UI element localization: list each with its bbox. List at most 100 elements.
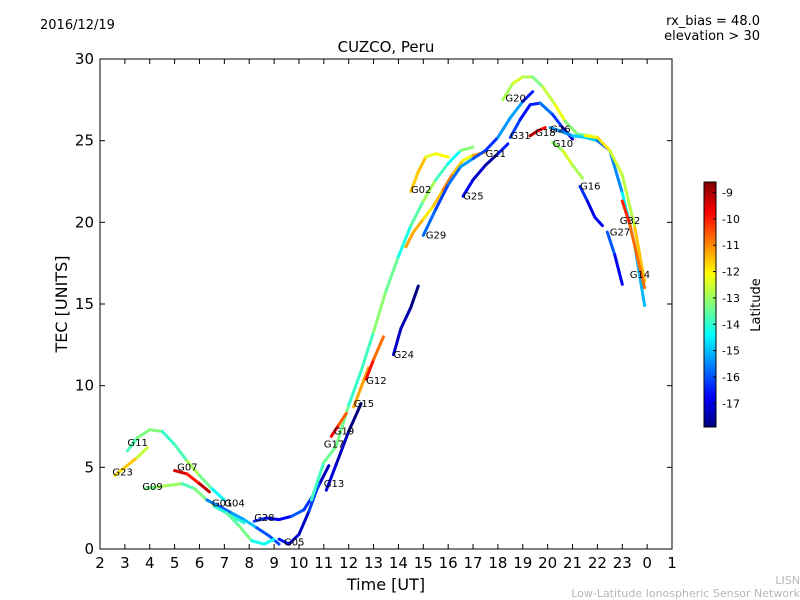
series-label-g27: G27: [610, 227, 630, 238]
series-segment-g25: [484, 152, 500, 167]
x-tick-label: 23: [613, 554, 632, 572]
series-segment-g11: [160, 429, 177, 446]
x-tick-label: 11: [314, 554, 333, 572]
series-label-g12: G12: [366, 376, 386, 387]
x-tick-label: 17: [463, 554, 482, 572]
colorbar-tick-label: -16: [722, 371, 740, 384]
series-label-g14: G14: [630, 270, 650, 281]
series-segment-g32: [633, 225, 647, 283]
x-tick-label: 13: [364, 554, 383, 572]
series-label-g20: G20: [505, 94, 525, 105]
series-segment-g31: [528, 101, 542, 107]
x-tick-label: 10: [289, 554, 308, 572]
series-segment-g02: [409, 170, 420, 193]
y-tick-label: 15: [75, 295, 94, 313]
series-segment-g19: [329, 423, 341, 438]
series-label-g07: G07: [177, 463, 197, 474]
series-segment-g17: [459, 145, 475, 152]
colorbar-tick-label: -11: [722, 239, 740, 252]
x-axis-label: Time [UT]: [346, 575, 425, 594]
series-segment-g26: [558, 129, 574, 138]
date-label: 2016/12/19: [40, 18, 115, 33]
series-segment-g05: [287, 532, 301, 546]
series-segment-g05: [277, 537, 291, 546]
series-segment-g11: [148, 428, 164, 433]
series-segment-g32: [595, 135, 612, 152]
series-segment-g04: [262, 537, 276, 546]
y-tick-label: 25: [75, 132, 94, 150]
series-label-g02: G02: [411, 185, 431, 196]
series-segment-g12: [364, 358, 376, 381]
series-segment-g09: [193, 487, 209, 502]
x-tick-label: 0: [642, 554, 652, 572]
series-segment-g09: [143, 485, 159, 491]
series-label-g26: G26: [550, 125, 570, 136]
credit-network: Low-Latitude Ionospheric Sensor Network: [571, 587, 800, 600]
x-tick-label: 4: [145, 554, 155, 572]
series-label-g11: G11: [127, 438, 147, 449]
series-segment-g28: [290, 508, 306, 518]
series-segment-g07: [173, 469, 189, 476]
y-tick-label: 20: [75, 213, 94, 231]
series-segment-g29: [421, 204, 435, 221]
series-segment-g17: [446, 149, 463, 165]
series-segment-g26: [571, 134, 587, 139]
series-label-g15: G15: [354, 399, 374, 410]
series-segment-g09: [230, 514, 246, 525]
series-segment-g13: [347, 402, 363, 433]
series-segment-g14: [620, 199, 632, 226]
series-segment-g17: [434, 162, 450, 182]
series-segment-g14: [628, 222, 639, 259]
series-segment-g17: [384, 255, 400, 293]
series-segment-g16: [585, 199, 597, 219]
x-tick-label: 1: [667, 554, 677, 572]
x-tick-label: 14: [389, 554, 408, 572]
series-label-g21: G21: [486, 149, 506, 160]
colorbar-tick-label: -14: [722, 318, 740, 331]
series-segment-g13: [334, 429, 351, 466]
y-tick-label: 0: [84, 540, 94, 558]
colorbar-tick-label: -9: [722, 187, 733, 200]
x-tick-label: 12: [339, 554, 358, 572]
series-segment-g26: [548, 126, 562, 133]
series-label-g25: G25: [463, 192, 483, 203]
series-label-g17: G17: [324, 440, 344, 451]
series-segment-g29: [411, 217, 425, 234]
series-segment-g13: [324, 462, 338, 492]
series-segment-g09: [168, 482, 184, 487]
series-segment-g10: [571, 163, 584, 180]
series-segment-g31: [551, 113, 565, 130]
series-segment-g01: [230, 511, 246, 522]
series-segment-g12: [372, 335, 385, 361]
series-segment-g26: [583, 135, 599, 143]
series-label-g13: G13: [324, 479, 344, 490]
credit-lisn: LISN: [775, 574, 800, 587]
series-segment-g29: [441, 171, 455, 192]
series-segment-g07: [185, 472, 201, 486]
series-segment-g11: [198, 474, 214, 491]
series-segment-g02: [416, 155, 428, 174]
elevation-label: elevation > 30: [664, 29, 760, 44]
series-segment-g05: [297, 509, 311, 536]
colorbar-tick-label: -10: [722, 213, 740, 226]
series-segment-g04: [237, 524, 254, 543]
series-segment-g20: [501, 82, 515, 102]
x-tick-label: 6: [195, 554, 205, 572]
series-segment-g02: [424, 152, 438, 159]
series-label-g09: G09: [142, 482, 162, 493]
y-tick-label: 10: [75, 377, 94, 395]
series-segment-g10: [551, 140, 565, 152]
series-label-g10: G10: [553, 139, 573, 150]
series-segment-g24: [409, 284, 420, 309]
series-segment-g21: [421, 207, 438, 237]
series-label-g01: G01: [212, 499, 232, 510]
x-tick-label: 22: [588, 554, 607, 572]
series-segment-g14: [635, 255, 647, 290]
x-tick-label: 21: [563, 554, 582, 572]
series-label-g16: G16: [580, 182, 600, 193]
series-label-g18: G18: [535, 128, 555, 139]
x-tick-label: 9: [269, 554, 279, 572]
x-tick-label: 16: [439, 554, 458, 572]
y-tick-label: 30: [75, 50, 94, 68]
y-tick-label: 5: [84, 458, 94, 476]
